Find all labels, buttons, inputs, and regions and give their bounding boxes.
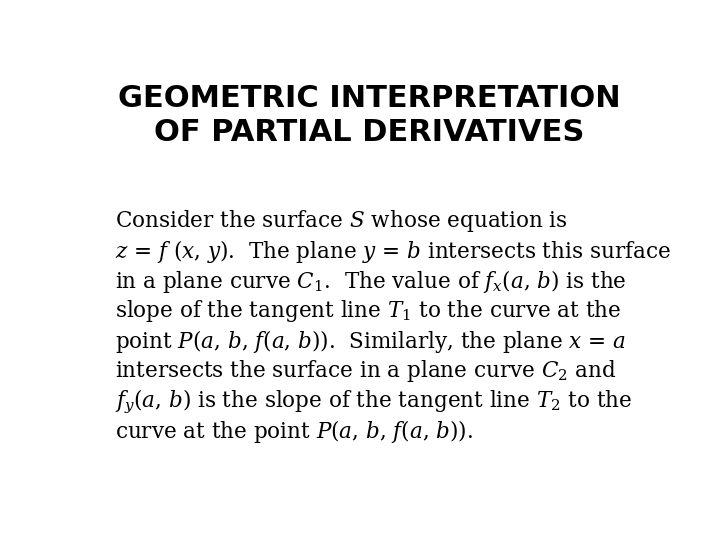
- Text: slope of the tangent line $T_1$ to the curve at the: slope of the tangent line $T_1$ to the c…: [115, 298, 621, 324]
- Text: $z$ = $f$ ($x$, $y$).  The plane $y$ = $b$ intersects this surface: $z$ = $f$ ($x$, $y$). The plane $y$ = $b…: [115, 238, 671, 265]
- Text: point $P$($a$, $b$, $f$($a$, $b$)).  Similarly, the plane $x$ = $a$: point $P$($a$, $b$, $f$($a$, $b$)). Simi…: [115, 328, 626, 355]
- Text: curve at the point $P$($a$, $b$, $f$($a$, $b$)).: curve at the point $P$($a$, $b$, $f$($a$…: [115, 418, 473, 445]
- Text: Consider the surface $S$ whose equation is: Consider the surface $S$ whose equation …: [115, 208, 568, 234]
- Text: intersects the surface in a plane curve $C_2$ and: intersects the surface in a plane curve …: [115, 358, 616, 384]
- Text: in a plane curve $C_1$.  The value of $f_x$($a$, $b$) is the: in a plane curve $C_1$. The value of $f_…: [115, 268, 626, 295]
- Text: GEOMETRIC INTERPRETATION
OF PARTIAL DERIVATIVES: GEOMETRIC INTERPRETATION OF PARTIAL DERI…: [117, 84, 621, 147]
- Text: $f_y$($a$, $b$) is the slope of the tangent line $T_2$ to the: $f_y$($a$, $b$) is the slope of the tang…: [115, 388, 632, 416]
